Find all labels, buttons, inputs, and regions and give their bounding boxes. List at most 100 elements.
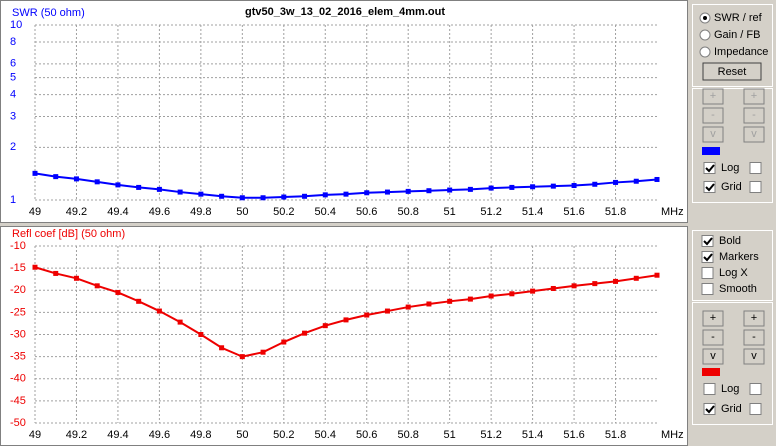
- marker: [73, 176, 79, 182]
- button[interactable]: [702, 348, 724, 365]
- y-tick-label: -35: [10, 351, 26, 363]
- marker: [281, 339, 287, 345]
- checkbox-label: Log X: [719, 267, 748, 279]
- marker: [592, 181, 598, 187]
- button-label: +: [751, 312, 757, 324]
- checkbox[interactable]: [703, 181, 716, 193]
- marker: [281, 194, 287, 200]
- button-label: +: [751, 90, 757, 102]
- button-label: +: [710, 90, 716, 102]
- radio[interactable]: [699, 46, 711, 58]
- group-box: [692, 230, 773, 301]
- marker: [115, 182, 121, 188]
- button[interactable]: [702, 88, 724, 105]
- button-label: -: [752, 109, 756, 121]
- button-label: -: [711, 109, 715, 121]
- marker: [530, 184, 536, 190]
- button[interactable]: [743, 107, 765, 124]
- check-mark: [703, 253, 713, 262]
- marker: [467, 186, 473, 192]
- marker: [592, 281, 598, 287]
- button[interactable]: [702, 126, 724, 143]
- reset-button[interactable]: [702, 62, 762, 81]
- marker: [509, 291, 515, 297]
- marker: [136, 184, 142, 190]
- color-swatch[interactable]: [702, 147, 720, 155]
- marker: [260, 349, 266, 355]
- x-tick-label: 51.8: [605, 206, 626, 218]
- color-swatch[interactable]: [702, 368, 720, 376]
- checkbox[interactable]: [701, 283, 714, 295]
- y-tick-label: 4: [10, 89, 16, 101]
- marker: [426, 188, 432, 194]
- radio[interactable]: [699, 29, 711, 41]
- checkbox[interactable]: [749, 403, 762, 415]
- x-tick-label: 50.4: [315, 206, 336, 218]
- x-tick-label: 49.2: [66, 429, 87, 441]
- checkbox[interactable]: [703, 403, 716, 415]
- checkbox-label: Grid: [721, 181, 742, 193]
- button-label: v: [751, 350, 757, 362]
- marker: [613, 179, 619, 185]
- button[interactable]: [702, 107, 724, 124]
- checkbox[interactable]: [749, 162, 762, 174]
- checkbox[interactable]: [701, 251, 714, 263]
- button-label: v: [710, 128, 716, 140]
- marker: [447, 298, 453, 304]
- x-tick-label: 50: [236, 429, 248, 441]
- marker: [156, 308, 162, 314]
- button-label: -: [711, 331, 715, 343]
- marker: [384, 308, 390, 314]
- group-box: [692, 4, 773, 87]
- x-tick-label: 50.8: [397, 206, 418, 218]
- marker: [364, 190, 370, 196]
- x-tick-label: 51: [444, 429, 456, 441]
- checkbox[interactable]: [749, 181, 762, 193]
- radio-label: Gain / FB: [714, 29, 760, 41]
- marker: [550, 285, 556, 291]
- marker: [53, 174, 59, 180]
- checkbox[interactable]: [703, 162, 716, 174]
- check-mark: [705, 183, 715, 192]
- marker: [633, 275, 639, 281]
- marker: [613, 278, 619, 284]
- marker: [364, 312, 370, 318]
- check-mark: [705, 164, 715, 173]
- marker: [530, 288, 536, 294]
- x-tick-label: 51.2: [480, 429, 501, 441]
- marker: [426, 301, 432, 307]
- button[interactable]: [743, 310, 765, 327]
- button[interactable]: [702, 310, 724, 327]
- button[interactable]: [743, 126, 765, 143]
- marker: [571, 183, 577, 189]
- checkbox[interactable]: [701, 267, 714, 279]
- y-tick-label: 2: [10, 141, 16, 153]
- checkbox-label: Smooth: [719, 283, 757, 295]
- x-tick-label: 50.8: [397, 429, 418, 441]
- check-mark: [705, 405, 715, 414]
- radio-label: SWR / ref: [714, 12, 763, 24]
- marker: [654, 176, 660, 182]
- marker: [239, 195, 245, 201]
- marker: [467, 296, 473, 302]
- checkbox-label: Log: [721, 162, 739, 174]
- checkbox[interactable]: [749, 383, 762, 395]
- checkbox-label: Grid: [721, 403, 742, 415]
- checkbox[interactable]: [703, 383, 716, 395]
- button[interactable]: [743, 88, 765, 105]
- radio-label: Impedance: [714, 46, 768, 58]
- button[interactable]: [743, 348, 765, 365]
- y-tick-label: -45: [10, 395, 26, 407]
- y-tick-label: -25: [10, 306, 26, 318]
- button[interactable]: [743, 329, 765, 346]
- marker: [343, 191, 349, 197]
- marker: [322, 323, 328, 329]
- checkbox[interactable]: [701, 235, 714, 247]
- button[interactable]: [702, 329, 724, 346]
- x-tick-label: 51.6: [563, 206, 584, 218]
- x-axis-unit: MHz: [661, 206, 684, 218]
- marker: [219, 193, 225, 199]
- x-tick-label: 50.6: [356, 429, 377, 441]
- y-tick-label: 6: [10, 58, 16, 70]
- marker: [94, 283, 100, 289]
